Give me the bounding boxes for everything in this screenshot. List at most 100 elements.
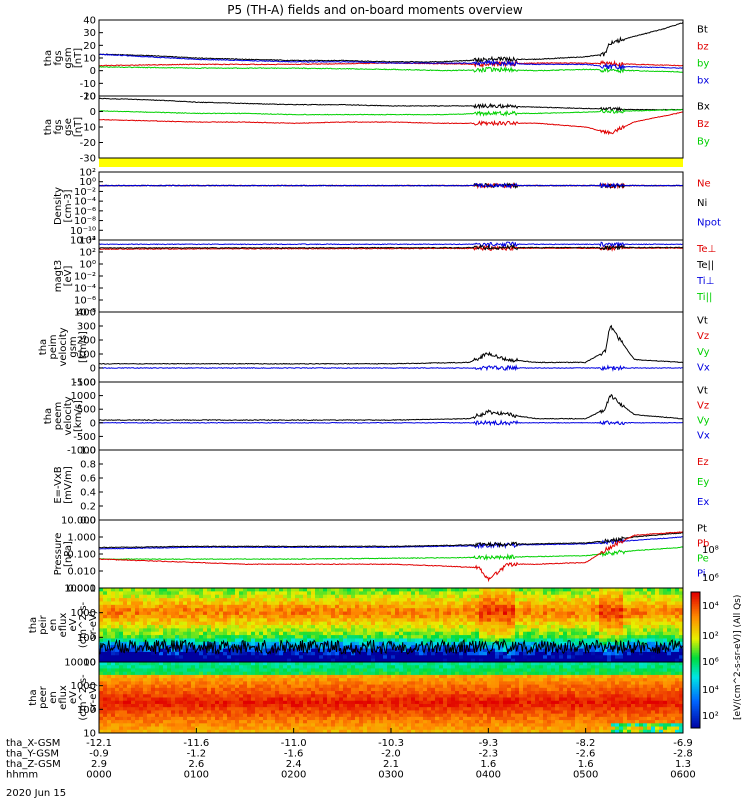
heatmap-cell bbox=[115, 612, 119, 616]
heatmap-cell bbox=[491, 652, 495, 656]
heatmap-cell bbox=[239, 678, 243, 682]
heatmap-cell bbox=[163, 591, 167, 595]
heatmap-cell bbox=[539, 638, 543, 642]
heatmap-cell bbox=[243, 685, 247, 689]
heatmap-cell bbox=[131, 710, 135, 714]
heatmap-cell bbox=[295, 615, 299, 619]
heatmap-cell bbox=[323, 591, 327, 595]
heatmap-cell bbox=[375, 707, 379, 711]
heatmap-cell bbox=[439, 628, 443, 632]
heatmap-cell bbox=[295, 665, 299, 669]
heatmap-cell bbox=[339, 723, 343, 727]
heatmap-cell bbox=[151, 665, 155, 669]
series-line-by bbox=[99, 67, 683, 73]
heatmap-cell bbox=[227, 668, 231, 672]
heatmap-cell bbox=[559, 615, 563, 619]
heatmap-cell bbox=[311, 678, 315, 682]
heatmap-cell bbox=[467, 632, 471, 636]
heatmap-cell bbox=[547, 655, 551, 659]
heatmap-cell bbox=[519, 625, 523, 629]
heatmap-cell bbox=[675, 598, 679, 602]
heatmap-cell bbox=[171, 625, 175, 629]
heatmap-cell bbox=[447, 655, 451, 659]
heatmap-cell bbox=[463, 635, 467, 639]
heatmap-cell bbox=[211, 635, 215, 639]
heatmap-cell bbox=[267, 688, 271, 692]
heatmap-cell bbox=[555, 601, 559, 605]
heatmap-cell bbox=[647, 612, 651, 616]
heatmap-cell bbox=[223, 678, 227, 682]
heatmap-cell bbox=[435, 612, 439, 616]
heatmap-cell bbox=[171, 618, 175, 622]
heatmap-cell bbox=[623, 595, 627, 599]
heatmap-cell bbox=[371, 662, 375, 666]
heatmap-cell bbox=[131, 668, 135, 672]
heatmap-cell bbox=[215, 678, 219, 682]
heatmap-cell bbox=[259, 601, 263, 605]
heatmap-cell bbox=[347, 688, 351, 692]
heatmap-cell bbox=[363, 707, 367, 711]
heatmap-cell bbox=[419, 625, 423, 629]
heatmap-cell bbox=[579, 625, 583, 629]
heatmap-cell bbox=[167, 688, 171, 692]
heatmap-cell bbox=[559, 595, 563, 599]
heatmap-cell bbox=[347, 662, 351, 666]
heatmap-cell bbox=[119, 622, 123, 626]
heatmap-cell bbox=[363, 704, 367, 708]
heatmap-cell bbox=[323, 625, 327, 629]
heatmap-cell bbox=[519, 608, 523, 612]
heatmap-cell bbox=[247, 632, 251, 636]
heatmap-cell bbox=[287, 675, 291, 679]
heatmap-cell bbox=[99, 668, 103, 672]
heatmap-cell bbox=[339, 694, 343, 698]
heatmap-cell bbox=[239, 688, 243, 692]
heatmap-cell bbox=[283, 601, 287, 605]
heatmap-cell bbox=[583, 601, 587, 605]
heatmap-cell bbox=[675, 601, 679, 605]
heatmap-cell bbox=[191, 655, 195, 659]
heatmap-cell bbox=[323, 615, 327, 619]
heatmap-cell bbox=[167, 628, 171, 632]
heatmap-cell bbox=[359, 605, 363, 609]
heatmap-cell bbox=[343, 714, 347, 718]
heatmap-cell bbox=[163, 714, 167, 718]
heatmap-cell bbox=[287, 698, 291, 702]
heatmap-cell bbox=[483, 625, 487, 629]
heatmap-cell bbox=[203, 655, 207, 659]
heatmap-cell bbox=[227, 727, 231, 731]
heatmap-cell bbox=[135, 588, 139, 592]
heatmap-cell bbox=[119, 591, 123, 595]
heatmap-cell bbox=[575, 588, 579, 592]
heatmap-cell bbox=[223, 701, 227, 705]
heatmap-cell bbox=[187, 588, 191, 592]
heatmap-cell bbox=[207, 698, 211, 702]
y-tick-label: 0.010 bbox=[67, 567, 96, 578]
heatmap-cell bbox=[583, 608, 587, 612]
heatmap-cell bbox=[99, 628, 103, 632]
heatmap-cell bbox=[327, 605, 331, 609]
heatmap-cell bbox=[295, 723, 299, 727]
heatmap-cell bbox=[155, 707, 159, 711]
heatmap-cell bbox=[195, 615, 199, 619]
heatmap-cell bbox=[155, 605, 159, 609]
heatmap-cell bbox=[611, 608, 615, 612]
heatmap-cell bbox=[123, 681, 127, 685]
heatmap-cell bbox=[171, 720, 175, 724]
heatmap-cell bbox=[143, 723, 147, 727]
heatmap-cell bbox=[279, 675, 283, 679]
heatmap-cell bbox=[103, 727, 107, 731]
heatmap-cell bbox=[611, 615, 615, 619]
heatmap-cell bbox=[491, 595, 495, 599]
y-axis-label: [km/s] bbox=[73, 400, 84, 432]
heatmap-cell bbox=[359, 723, 363, 727]
heatmap-cell bbox=[151, 675, 155, 679]
heatmap-cell bbox=[299, 598, 303, 602]
heatmap-cell bbox=[579, 588, 583, 592]
heatmap-cell bbox=[247, 688, 251, 692]
heatmap-cell bbox=[159, 723, 163, 727]
heatmap-cell bbox=[151, 618, 155, 622]
heatmap-cell bbox=[187, 662, 191, 666]
heatmap-cell bbox=[567, 618, 571, 622]
